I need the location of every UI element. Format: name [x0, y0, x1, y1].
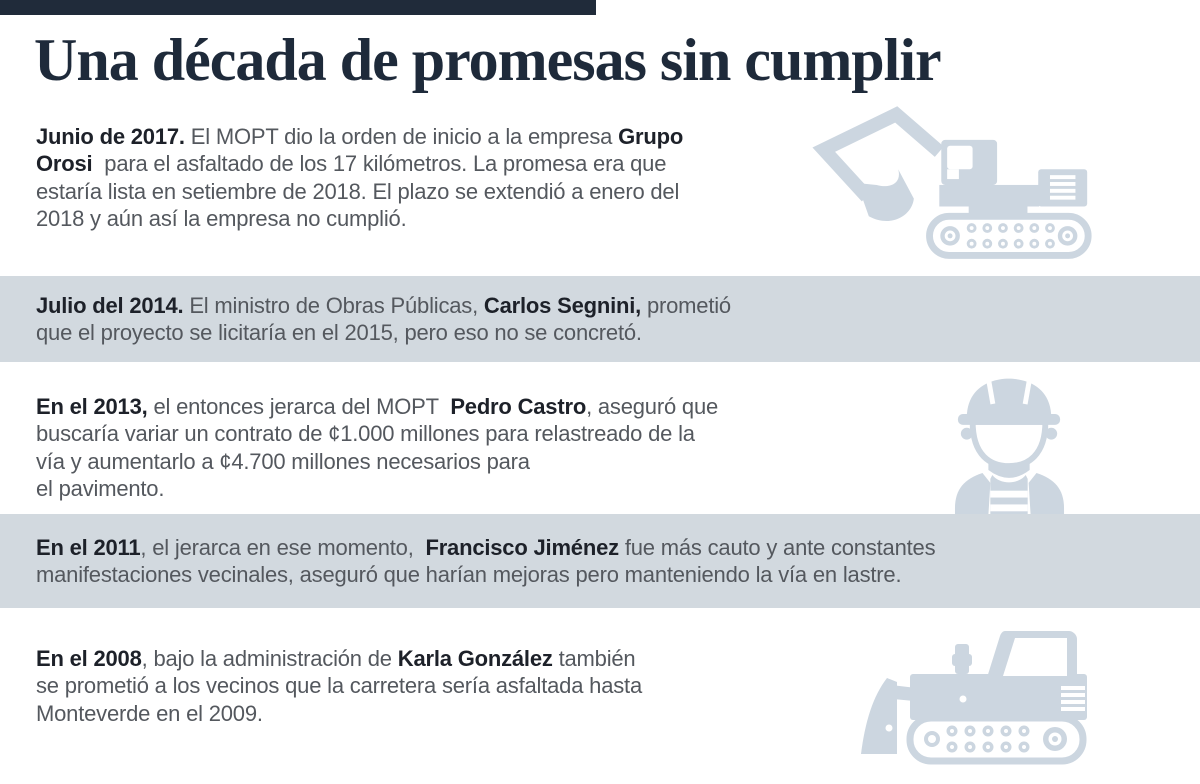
- text-line: En el 2008, bajo la administración de Ka…: [36, 645, 642, 672]
- timeline-item-2017-text: Junio de 2017. El MOPT dio la orden de i…: [36, 123, 683, 233]
- text-line: estaría lista en setiembre de 2018. El p…: [36, 178, 683, 205]
- bold-text: Pedro Castro: [450, 394, 587, 419]
- page-title: Una década de promesas sin cumplir: [34, 27, 942, 93]
- text-line: En el 2013, el entonces jerarca del MOPT…: [36, 393, 718, 420]
- regular-text: se prometió a los vecinos que la carrete…: [36, 673, 642, 699]
- text-line: el pavimento.: [36, 475, 718, 502]
- text-line: Orosi para el asfaltado de los 17 kilóme…: [36, 150, 683, 177]
- regular-text: Monteverde en el 2009.: [36, 700, 263, 726]
- timeline-item-2008-text: En el 2008, bajo la administración de Ka…: [36, 645, 642, 727]
- bold-text: Francisco Jiménez: [425, 534, 619, 560]
- regular-text: El ministro de Obras Públicas,: [183, 292, 484, 318]
- bold-text: Julio del 2014.: [36, 292, 184, 318]
- regular-text: prometió: [641, 292, 731, 318]
- text-line: 2018 y aún así la empresa no cumplió.: [36, 205, 683, 232]
- text-line: vía y aumentarlo a ¢4.700 millones neces…: [36, 448, 718, 475]
- bold-text: Orosi: [36, 151, 99, 177]
- construction-worker-icon: [954, 378, 1065, 516]
- bold-text: Grupo: [618, 124, 684, 149]
- regular-text: también: [552, 646, 636, 671]
- bold-text: En el 2008: [36, 646, 142, 671]
- regular-text: El MOPT dio la orden de inicio a la empr…: [184, 124, 619, 149]
- regular-text: vía y aumentarlo a ¢4.700 millones neces…: [36, 448, 530, 474]
- text-line: Junio de 2017. El MOPT dio la orden de i…: [36, 123, 683, 150]
- bold-text: En el 2013,: [36, 394, 148, 419]
- text-line: se prometió a los vecinos que la carrete…: [36, 672, 642, 699]
- excavator-icon: [812, 106, 1092, 259]
- text-line: Julio del 2014. El ministro de Obras Púb…: [36, 292, 1200, 319]
- regular-text: el pavimento.: [36, 476, 165, 502]
- text-line: Monteverde en el 2009.: [36, 700, 642, 727]
- text-line: buscaría variar un contrato de ¢1.000 mi…: [36, 420, 718, 447]
- regular-text: , bajo la administración de: [141, 646, 398, 671]
- bold-text: Carlos Segnini,: [483, 292, 642, 318]
- text-line: En el 2011, el jerarca en ese momento, F…: [36, 534, 1200, 561]
- timeline-item-2011-text: En el 2011, el jerarca en ese momento, F…: [36, 534, 1200, 589]
- bold-text: Karla González: [397, 646, 553, 671]
- regular-text: que el proyecto se licitaría en el 2015,…: [36, 320, 642, 345]
- bold-text: En el 2011: [36, 534, 141, 560]
- text-line: manifestaciones vecinales, aseguró que h…: [36, 561, 1200, 588]
- timeline-item-2014-text: Julio del 2014. El ministro de Obras Púb…: [36, 292, 1200, 347]
- bulldozer-icon: [861, 631, 1087, 765]
- timeline-item-2013: En el 2013, el entonces jerarca del MOPT…: [36, 393, 718, 503]
- timeline-item-2008: En el 2008, bajo la administración de Ka…: [36, 645, 642, 727]
- regular-text: el entonces jerarca del MOPT: [147, 394, 451, 419]
- regular-text: manifestaciones vecinales, aseguró que h…: [36, 562, 902, 587]
- timeline-item-2013-text: En el 2013, el entonces jerarca del MOPT…: [36, 393, 718, 503]
- timeline-item-2011: En el 2011, el jerarca en ese momento, F…: [0, 514, 1200, 608]
- timeline-item-2017: Junio de 2017. El MOPT dio la orden de i…: [36, 123, 683, 233]
- bold-text: Junio de 2017.: [36, 124, 185, 149]
- regular-text: 2018 y aún así la empresa no cumplió.: [36, 206, 407, 232]
- regular-text: , el jerarca en ese momento,: [140, 534, 426, 560]
- text-line: que el proyecto se licitaría en el 2015,…: [36, 319, 1200, 346]
- top-accent-bar: [0, 0, 596, 15]
- timeline-item-2014: Julio del 2014. El ministro de Obras Púb…: [0, 276, 1200, 362]
- regular-text: para el asfaltado de los 17 kilómetros. …: [98, 151, 667, 177]
- regular-text: fue más cauto y ante constantes: [618, 534, 936, 560]
- regular-text: buscaría variar un contrato de ¢1.000 mi…: [36, 421, 695, 447]
- regular-text: , aseguró que: [586, 394, 719, 419]
- regular-text: estaría lista en setiembre de 2018. El p…: [36, 178, 680, 204]
